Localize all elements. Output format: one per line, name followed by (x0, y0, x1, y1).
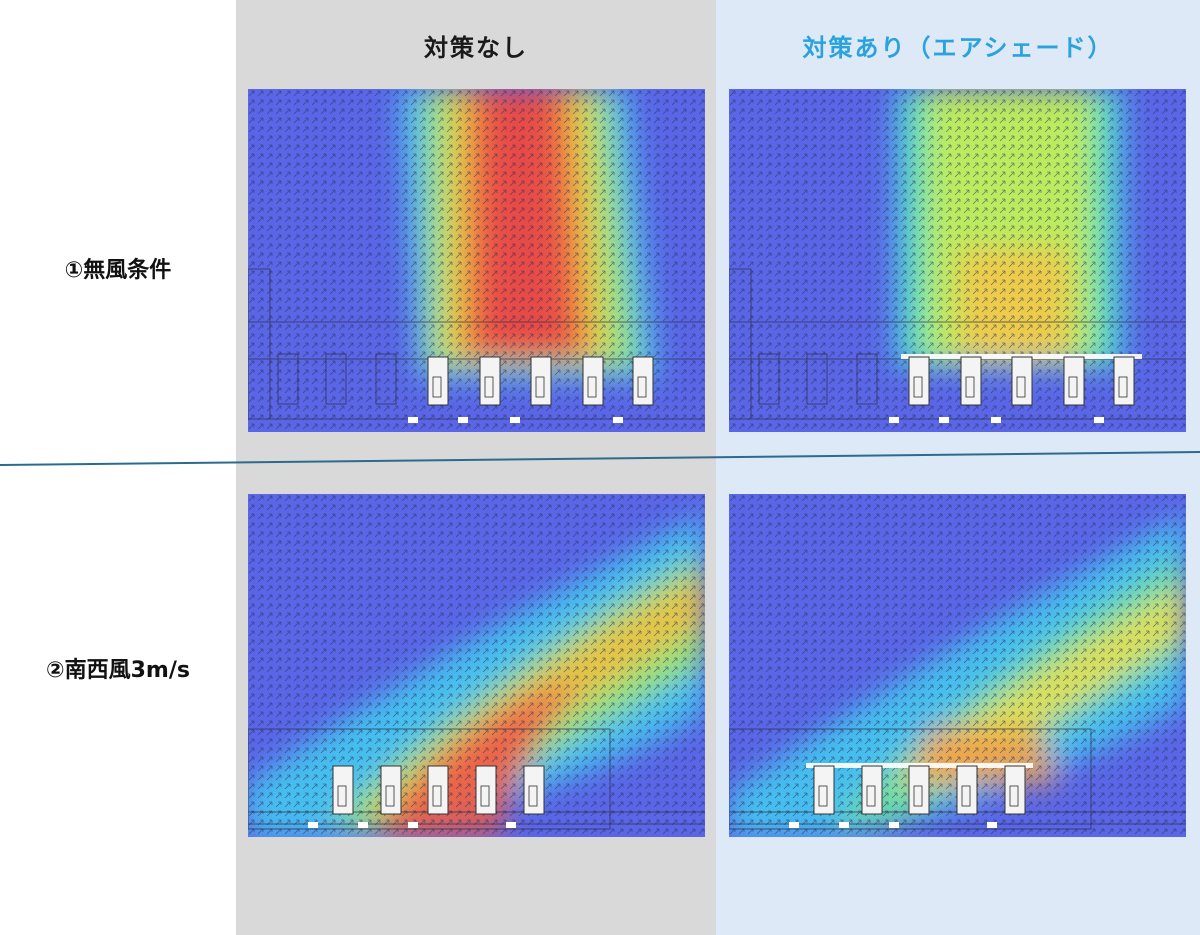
row-label-no-wind: ①無風条件 (64, 258, 172, 283)
row-label-southwest-wind: ②南西風3m/s (46, 658, 190, 683)
column-header-air-shade: 対策あり（エアシェード） (802, 34, 1114, 62)
simulation-image-southwest-wind-air-shade (729, 494, 1186, 837)
simulation-image-no-wind-air-shade (729, 89, 1186, 432)
simulation-image-no-wind-no-measure (248, 89, 705, 432)
column-header-no-measure: 対策なし (424, 34, 528, 62)
simulation-image-southwest-wind-no-measure (248, 494, 705, 837)
